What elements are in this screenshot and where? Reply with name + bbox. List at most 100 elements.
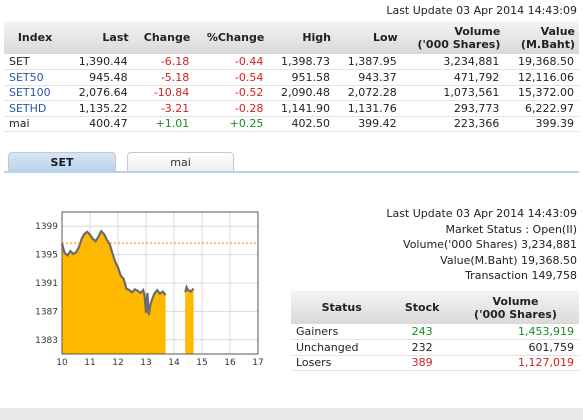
col-value-line2: (M.Baht) <box>520 37 575 51</box>
change-value: +1.01 <box>155 117 190 131</box>
x-tick-label: 12 <box>112 358 123 368</box>
high-value: 1,141.90 <box>281 101 331 115</box>
status-volume: 1,453,919 <box>451 324 579 340</box>
x-tick-label: 15 <box>196 358 207 368</box>
index-link-sethd[interactable]: SETHD <box>9 101 47 115</box>
price-area <box>185 287 194 354</box>
value-value: 15,372.00 <box>518 86 574 100</box>
table-row: Unchanged 232 601,759 <box>291 339 579 356</box>
col-high: High <box>268 21 336 54</box>
intraday-chart-svg: 1399 1395 1391 1387 1383 10 11 12 13 14 15 16 17 <box>35 211 264 368</box>
low-value: 943.37 <box>358 70 397 84</box>
last-value: 1,390.44 <box>78 55 128 68</box>
stock-count: 389 <box>392 355 452 371</box>
index-link-set100[interactable]: SET100 <box>9 86 51 100</box>
value-value: 6,222.97 <box>525 101 574 115</box>
low-value: 1,131.76 <box>347 101 397 115</box>
status-volume: 601,759 <box>451 339 579 356</box>
change-value: -10.84 <box>153 86 190 100</box>
volume-value: 223,366 <box>453 117 500 131</box>
value-value: 399.39 <box>535 117 575 131</box>
col-status-volume-line1: Volume <box>492 294 539 308</box>
value-value: 19,368.50 <box>518 55 574 68</box>
col-change: Change <box>132 21 195 54</box>
low-value: 399.42 <box>358 117 397 131</box>
y-tick-label: 1395 <box>35 251 58 261</box>
x-tick-label: 14 <box>168 358 180 368</box>
tab-mai[interactable]: mai <box>127 152 234 172</box>
info-value: Value(M.Baht) 19,368.50 <box>440 253 577 267</box>
status-volume: 1,127,019 <box>451 355 579 371</box>
low-value: 1,387.95 <box>347 55 397 68</box>
pct-change-value: -0.28 <box>234 101 264 115</box>
high-value: 2,090.48 <box>281 86 331 100</box>
table-row: SET100 2,076.64 -10.84 -0.52 2,090.48 2,… <box>4 85 579 101</box>
x-tick-label: 17 <box>252 358 263 368</box>
change-value: -3.21 <box>160 101 190 115</box>
table-row: Gainers 243 1,453,919 <box>291 324 579 340</box>
stock-count: 232 <box>392 339 452 356</box>
index-name-mai[interactable]: mai <box>9 117 30 131</box>
plot-border <box>61 211 259 355</box>
market-info: Last Update 03 Apr 2014 14:43:09 Market … <box>386 206 577 284</box>
last-value: 945.48 <box>89 70 128 84</box>
intraday-chart: 1399 1395 1391 1387 1383 10 11 12 13 14 15 16 17 <box>20 200 270 372</box>
col-status: Status <box>291 291 393 324</box>
price-area <box>62 231 166 354</box>
col-value-line1: Value <box>540 24 575 38</box>
pct-change-value: -0.52 <box>234 86 264 100</box>
col-volume: Volume ('000 Shares) <box>401 21 505 54</box>
col-low: Low <box>335 21 402 54</box>
y-tick-label: 1399 <box>35 222 58 232</box>
col-last: Last <box>66 21 133 54</box>
last-value: 2,076.64 <box>78 86 128 100</box>
index-table: Index Last Change %Change High Low Volum… <box>4 21 579 132</box>
high-value: 951.58 <box>291 70 331 84</box>
change-value: -6.18 <box>160 55 190 68</box>
high-value: 1,398.73 <box>281 55 331 68</box>
x-tick-label: 11 <box>84 358 95 368</box>
last-value: 400.47 <box>89 117 128 131</box>
table-row: mai 400.47 +1.01 +0.25 402.50 399.42 223… <box>4 116 579 132</box>
col-stock: Stock <box>392 291 452 324</box>
volume-value: 1,073,561 <box>443 86 500 100</box>
info-volume: Volume('000 Shares) 3,234,881 <box>403 238 577 251</box>
value-value: 12,116.06 <box>518 70 574 84</box>
table-row: SET 1,390.44 -6.18 -0.44 1,398.73 1,387.… <box>4 54 579 70</box>
change-value: -5.18 <box>160 70 190 84</box>
col-status-volume-line2: ('000 Shares) <box>474 307 557 321</box>
table-row: Losers 389 1,127,019 <box>291 355 579 371</box>
index-link-set50[interactable]: SET50 <box>9 70 44 84</box>
market-status: Market Status : Open(II) <box>445 222 577 236</box>
col-value: Value (M.Baht) <box>504 21 579 54</box>
y-tick-label: 1383 <box>35 336 58 346</box>
table-row: SET50 945.48 -5.18 -0.54 951.58 943.37 4… <box>4 70 579 85</box>
tab-set[interactable]: SET <box>8 152 116 172</box>
low-value: 2,072.28 <box>347 86 397 100</box>
volume-value: 471,792 <box>453 70 500 84</box>
table-row: SETHD 1,135.22 -3.21 -0.28 1,141.90 1,13… <box>4 101 579 116</box>
high-value: 402.50 <box>291 117 331 131</box>
footer-bar <box>0 408 583 420</box>
pct-change-value: -0.54 <box>234 70 264 84</box>
price-line <box>184 284 195 293</box>
info-last-update: Last Update 03 Apr 2014 14:43:09 <box>386 207 577 220</box>
stock-count: 243 <box>392 324 452 340</box>
pct-change-value: +0.25 <box>229 117 264 131</box>
status-label: Losers <box>291 355 393 371</box>
x-tick-label: 13 <box>140 358 151 368</box>
pct-change-value: -0.44 <box>234 55 264 68</box>
status-label: Unchanged <box>291 339 393 356</box>
index-name-set[interactable]: SET <box>9 55 30 68</box>
x-tick-label: 16 <box>224 358 236 368</box>
col-volume-line2: ('000 Shares) <box>417 37 501 51</box>
status-label: Gainers <box>291 324 393 340</box>
tab-underline <box>4 171 579 173</box>
status-table-header: Status Stock Volume ('000 Shares) <box>291 291 579 324</box>
col-pct-change: %Change <box>194 21 269 54</box>
status-table: Status Stock Volume ('000 Shares) Gainer… <box>291 291 579 371</box>
x-tick-label: 10 <box>56 358 68 368</box>
col-status-volume: Volume ('000 Shares) <box>451 291 579 324</box>
col-index: Index <box>4 21 66 54</box>
index-table-header: Index Last Change %Change High Low Volum… <box>4 21 579 54</box>
